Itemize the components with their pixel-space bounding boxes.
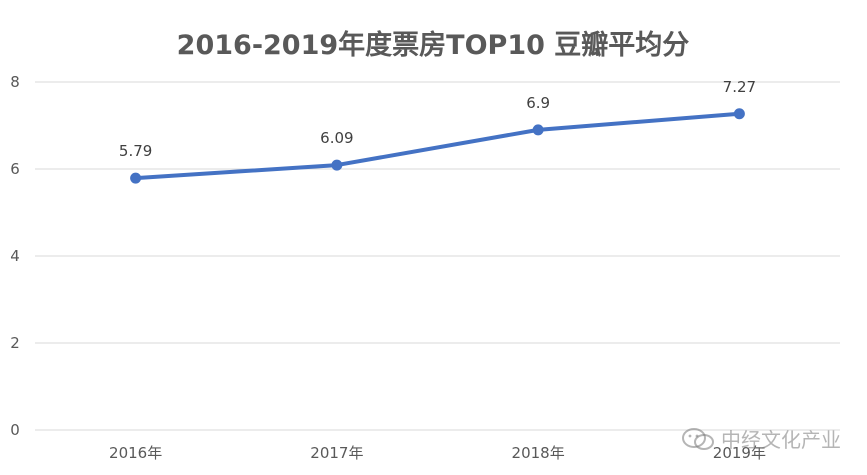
data-label: 6.9: [526, 94, 550, 112]
data-point: [532, 124, 544, 136]
data-label: 6.09: [320, 129, 353, 147]
chart-title: 2016-2019年度票房TOP10 豆瓣平均分: [177, 29, 690, 61]
x-tick-label: 2019年: [713, 444, 766, 462]
y-tick-label: 2: [10, 334, 20, 352]
y-tick-label: 4: [10, 247, 20, 265]
series-line: [133, 111, 742, 181]
data-label: 5.79: [119, 142, 152, 160]
data-point: [733, 108, 745, 120]
y-axis-ticks: 0 2 4 6 8: [10, 73, 20, 439]
series-layer: [130, 108, 745, 184]
data-point: [331, 159, 343, 171]
y-tick-label: 6: [10, 160, 20, 178]
x-axis-ticks: 2016年 2017年 2018年 2019年: [109, 444, 766, 462]
y-tick-label: 0: [10, 421, 20, 439]
x-tick-label: 2018年: [512, 444, 565, 462]
data-labels: 5.79 6.09 6.9 7.27: [119, 78, 756, 160]
data-point: [130, 172, 142, 184]
gridlines: [35, 81, 840, 431]
y-tick-label: 8: [10, 73, 20, 91]
x-tick-label: 2017年: [310, 444, 363, 462]
x-tick-label: 2016年: [109, 444, 162, 462]
data-label: 7.27: [723, 78, 756, 96]
